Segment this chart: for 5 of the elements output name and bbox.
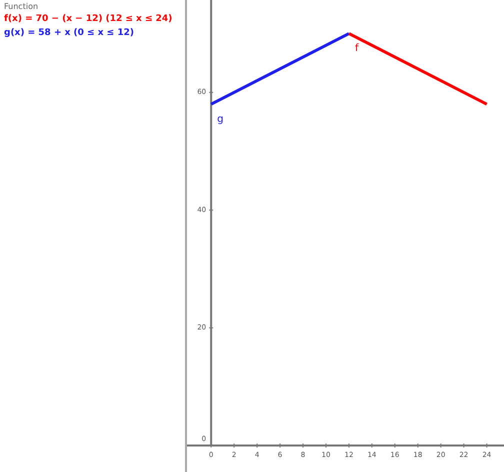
text: f(x) = 70 − (x − 12) (12 ≤ x ≤ 24) [4,13,174,26]
text: Function [4,2,40,12]
series-label: g [217,114,224,125]
text: g(x) = 58 + x (0 ≤ x ≤ 12) [4,27,135,40]
series-label: f [354,43,359,54]
